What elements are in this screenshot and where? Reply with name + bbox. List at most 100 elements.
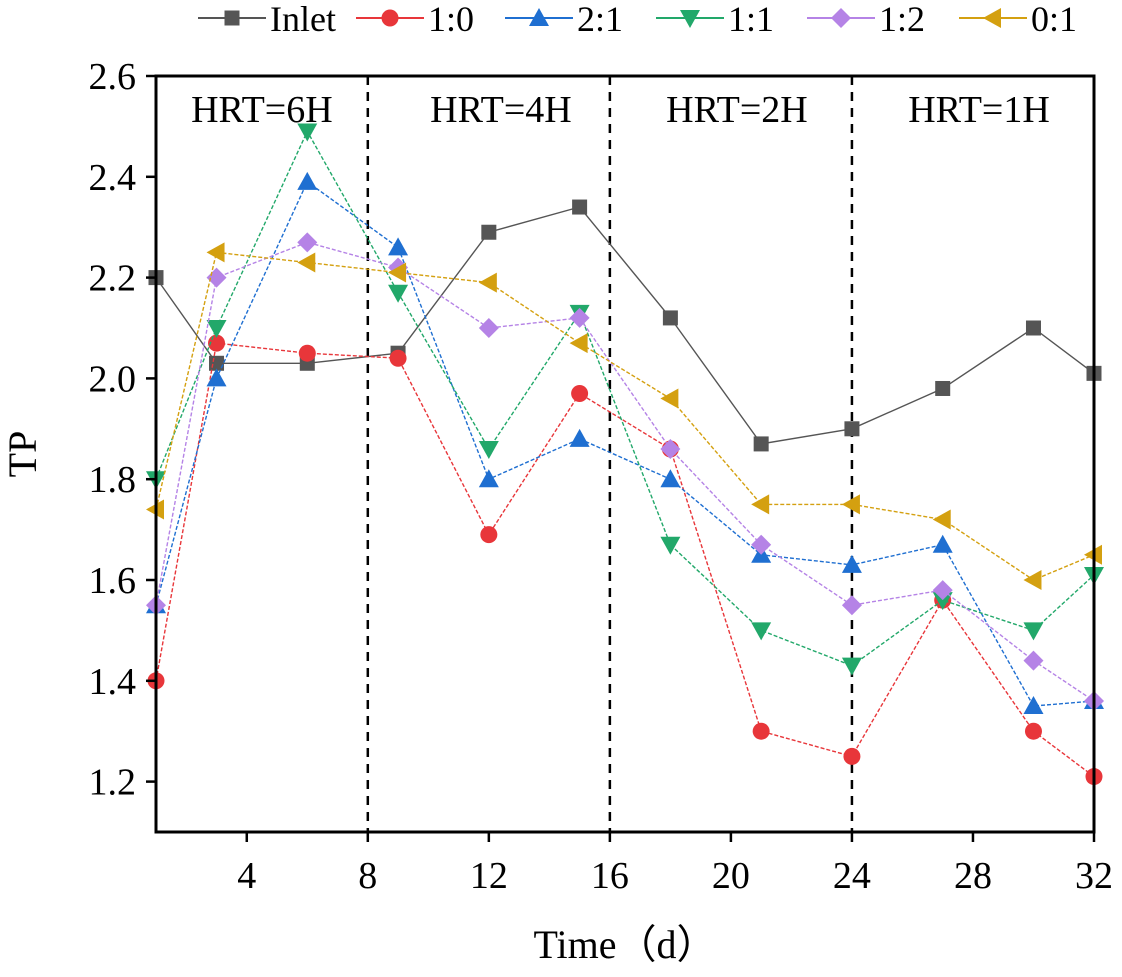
data-point [388, 262, 407, 283]
series-0-1 [146, 242, 1102, 590]
data-point [571, 385, 589, 403]
data-point [932, 592, 953, 611]
y-tick-label: 2.4 [89, 157, 137, 199]
legend-marker [381, 9, 399, 27]
data-point [660, 438, 681, 459]
plot-frame [154, 74, 1096, 834]
data-series [146, 123, 1104, 786]
data-point [206, 320, 227, 338]
data-point [389, 349, 407, 367]
data-point [1023, 650, 1044, 671]
legend-label: Inlet [270, 0, 336, 39]
series-Inlet [148, 199, 1102, 452]
series-line [155, 342, 1095, 778]
legend-label: 1:2 [879, 0, 925, 39]
data-point [297, 252, 316, 273]
data-point [569, 307, 590, 328]
x-tick-label: 32 [1075, 855, 1113, 897]
data-point [843, 747, 861, 765]
data-point [932, 509, 951, 530]
data-point [478, 318, 499, 338]
data-point [841, 657, 862, 676]
data-point [298, 344, 316, 362]
hrt-region-label: HRT=1H [908, 89, 1050, 131]
data-point [1025, 320, 1041, 336]
x-tick-label: 4 [237, 855, 256, 897]
data-point [932, 580, 953, 601]
data-point [841, 554, 862, 573]
series-line [155, 241, 1095, 702]
series-line [155, 251, 1095, 581]
legend-item: 1:0 [356, 0, 474, 39]
y-axis-title: TP [0, 431, 45, 478]
hrt-dividers [366, 76, 854, 832]
data-point [753, 436, 769, 452]
legend-marker [529, 8, 549, 26]
data-point [841, 494, 860, 515]
x-tick-label: 16 [591, 855, 629, 897]
data-point [751, 534, 772, 555]
legend: Inlet 1:0 2:1 1:1 1:2 0:1 [198, 0, 1077, 39]
data-point [569, 428, 590, 447]
data-point [841, 595, 862, 616]
y-tick-label: 2.6 [89, 56, 137, 98]
data-point [297, 171, 318, 190]
data-point [388, 284, 409, 303]
data-point [660, 536, 681, 555]
legend-label: 2:1 [577, 0, 623, 39]
data-point [660, 469, 681, 488]
data-point [752, 722, 770, 740]
data-point [751, 622, 772, 641]
legend-item: Inlet [198, 0, 336, 39]
x-axis-title: Time（d） [533, 922, 716, 967]
legend-marker [224, 10, 240, 26]
data-point [297, 232, 318, 253]
y-tick-label: 1.4 [89, 661, 137, 703]
y-tick-label: 2.0 [89, 358, 137, 400]
data-point [1023, 570, 1042, 590]
data-point [478, 272, 497, 293]
legend-marker [680, 10, 700, 28]
data-point [206, 368, 227, 387]
data-point [1023, 696, 1044, 714]
legend-item: 2:1 [505, 0, 623, 39]
series-line [155, 180, 1095, 707]
data-point [660, 388, 679, 409]
x-tick-label: 8 [358, 855, 377, 897]
data-point [1024, 722, 1042, 740]
legend-item: 1:2 [807, 0, 925, 39]
hrt-region-labels: HRT=6H HRT=4H HRT=2H HRT=1H [191, 89, 1050, 131]
data-point [388, 237, 409, 256]
x-axis: 4 8 12 16 20 24 28 32 [237, 832, 1113, 897]
data-point [480, 526, 498, 544]
data-point [478, 469, 499, 488]
data-point [935, 380, 951, 396]
series-1-1 [146, 123, 1104, 676]
data-point [844, 421, 860, 437]
y-tick-label: 1.8 [89, 459, 137, 501]
y-tick-label: 1.6 [89, 560, 137, 602]
data-point [478, 440, 499, 459]
data-point [481, 224, 497, 240]
data-point [1023, 622, 1044, 641]
legend-label: 1:1 [728, 0, 774, 39]
data-point [569, 333, 588, 354]
hrt-region-label: HRT=2H [666, 89, 808, 131]
data-point [572, 199, 588, 215]
data-point [751, 494, 770, 515]
data-point [206, 242, 225, 263]
x-tick-label: 20 [712, 855, 750, 897]
y-axis: 1.2 1.4 1.6 1.8 2.0 2.2 2.4 2.6 [89, 56, 156, 804]
data-point [297, 123, 318, 142]
data-point [662, 310, 678, 326]
legend-marker [983, 8, 1001, 28]
data-point [932, 534, 953, 553]
x-tick-label: 24 [833, 855, 871, 897]
y-tick-label: 2.2 [89, 258, 137, 300]
x-tick-label: 28 [954, 855, 992, 897]
series-line [155, 206, 1095, 445]
y-tick-label: 1.2 [89, 762, 137, 804]
hrt-region-label: HRT=4H [430, 89, 572, 131]
